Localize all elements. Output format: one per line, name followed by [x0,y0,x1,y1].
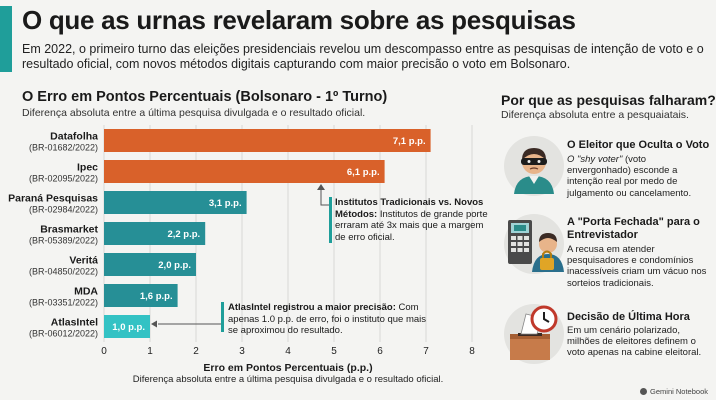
accent-bar [0,6,12,72]
bar-3 [104,222,206,245]
category-label-6: AtlasIntel [51,317,98,329]
callout-traditional: Institutos Tradicionais vs. Novos Método… [335,197,495,243]
sidebar-subtitle: Diferença absoluta entre a pesquaiatais. [501,109,689,121]
brand-label: Gemini Notebook [650,387,708,396]
reason-last-minute: Decisão de Última Hora Em um cenário pol… [500,304,710,374]
ballot-clock-icon [504,304,564,364]
x-tick-label-6: 6 [377,346,383,357]
category-label-4: Veritá [69,255,98,267]
category-code-3: (BR-05389/2022) [29,236,98,246]
reason-last-minute-text: Em um cenário polarizado, milhões de ele… [567,325,702,359]
category-label-3: Brasmarket [40,224,98,236]
callout-marker-traditional [329,197,332,243]
x-tick-label-0: 0 [101,346,107,357]
callout-traditional-text: Institutos de grande porte erraram até 3… [335,208,488,243]
category-code-4: (BR-04850/2022) [29,267,98,277]
reason-last-minute-title: Decisão de Última Hora [567,311,690,323]
x-axis-title: Erro em Pontos Percentuais (p.p.) [203,362,373,374]
reason-shy-voter-body: (voto envergonhado) esconde a intenção r… [567,154,692,199]
callout-arrow-traditional [317,184,325,190]
bar-5 [104,284,178,307]
reason-shy-voter-quote: O "shy voter" [567,154,623,165]
masked-voter-icon [504,136,564,196]
chart-subtitle: Diferença absoluta entre a última pesqui… [22,107,366,119]
x-tick-label-7: 7 [423,346,429,357]
x-tick-label-5: 5 [331,346,337,357]
category-code-2: (BR-02984/2022) [29,205,98,215]
callout-arrow-atlas [151,320,157,328]
bar-2 [104,191,247,214]
sidebar-title: Por que as pesquisas falharam? [501,92,716,108]
page-title: O que as urnas revelaram sobre as pesqui… [22,5,576,35]
callout-connector-traditional [320,186,329,206]
reason-closed-door-text: A recusa em atender pesquisadores e cond… [567,244,707,289]
x-tick-label-8: 8 [469,346,475,357]
bar-value-label-2: 3,1 p.p. [209,198,242,209]
bar-value-label-0: 7,1 p.p. [393,136,426,147]
callout-traditional-title: Institutos Tradicionais vs. Novos Método… [335,197,484,220]
brand-footer: Gemini Notebook [640,387,708,396]
brand-logo-icon [640,388,648,395]
bar-value-label-4: 2,0 p.p. [158,260,191,271]
bar-value-label-6: 1,0 p.p. [112,322,145,333]
reason-shy-voter-title: O Eleitor que Oculta o Voto [567,139,710,151]
x-tick-label-3: 3 [239,346,245,357]
reason-shy-voter: O Eleitor que Oculta o Voto O "shy voter… [500,136,712,199]
callout-atlas: AtlasIntel registrou a maior precisão: C… [228,302,428,337]
category-code-0: (BR-01682/2022) [29,143,98,153]
reason-shy-voter-text: O "shy voter" (voto envergonhado) escond… [567,154,712,199]
category-label-2: Paraná Pesquisas [8,193,98,205]
x-axis-subtitle: Diferença absoluta entre a última pesqui… [132,374,444,385]
chart-title: O Erro em Pontos Percentuais (Bolsonaro … [22,89,388,105]
page-subtitle: Em 2022, o primeiro turno das eleições p… [22,42,704,71]
category-code-5: (BR-03351/2022) [29,298,98,308]
intercom-door-icon [504,214,564,274]
reason-closed-door-title: A "Porta Fechada" para o Entrevistador [567,216,700,241]
x-tick-label-1: 1 [147,346,153,357]
callout-atlas-title: AtlasIntel registrou a maior precisão: [228,302,396,313]
bar-value-label-3: 2,2 p.p. [167,229,200,240]
reason-closed-door: A "Porta Fechada" para o Entrevistador A… [500,214,710,294]
category-code-6: (BR-06012/2022) [29,329,98,339]
category-label-0: Datafolha [50,131,98,143]
bar-value-label-1: 6,1 p.p. [347,167,380,178]
bar-4 [104,253,196,276]
callout-atlas-text: Com apenas 1.0 p.p. de erro, foi o insti… [228,302,427,336]
category-code-1: (BR-02095/2022) [29,174,98,184]
category-label-1: Ipec [77,162,98,174]
bar-1 [104,160,385,183]
callout-marker-atlas [221,302,224,332]
bar-6 [104,315,150,338]
category-label-5: MDA [74,286,98,298]
bar-0 [104,129,431,152]
x-tick-label-4: 4 [285,346,291,357]
bar-value-label-5: 1,6 p.p. [140,291,173,302]
x-tick-label-2: 2 [193,346,199,357]
